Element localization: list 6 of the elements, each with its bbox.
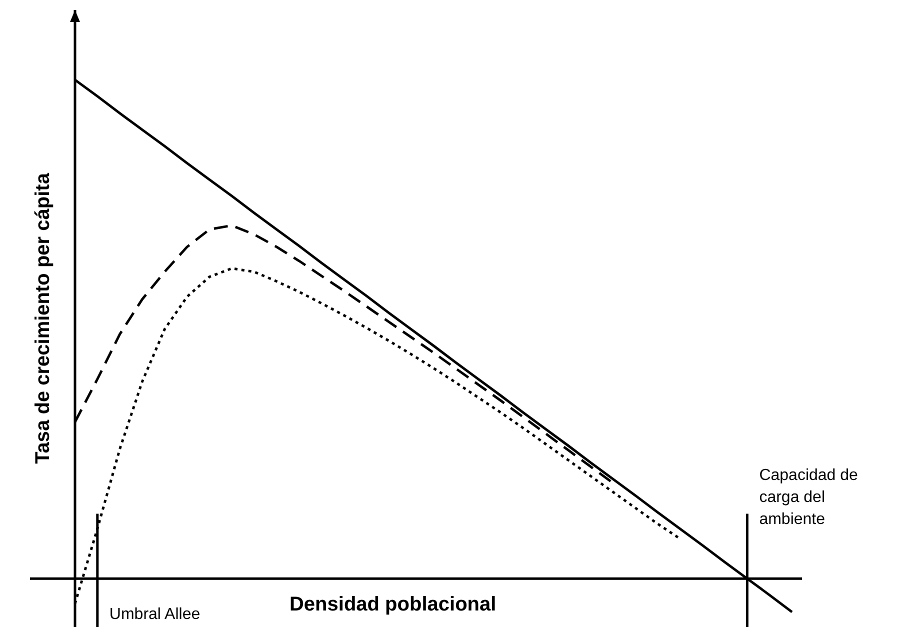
annotation-rule: Capacidad de carga del ambiente bbox=[746, 466, 858, 627]
annotation: Capacidad de carga del ambiente bbox=[759, 466, 858, 528]
annotation-rule: Umbral Allee bbox=[96, 514, 200, 627]
x-axis-title: Densidad poblacional bbox=[289, 594, 496, 616]
y-axis-title: Tasa de crecimiento per cápita bbox=[32, 172, 54, 464]
annotation: Umbral Allee bbox=[109, 606, 200, 623]
